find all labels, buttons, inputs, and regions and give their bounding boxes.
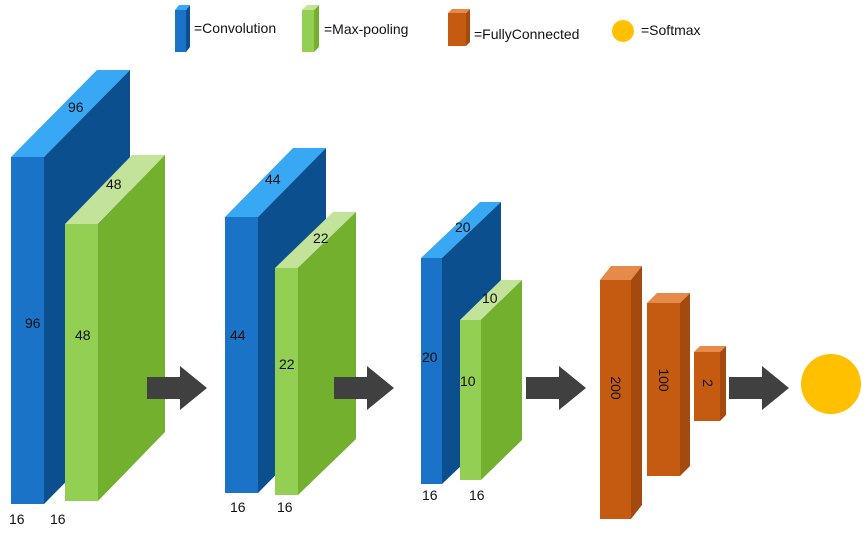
pool-block-1: 48 48 16 (50, 155, 165, 527)
legend-convolution-swatch (175, 5, 190, 52)
conv-block-2-front-label: 44 (230, 327, 246, 343)
legend-max-pooling-swatch (302, 5, 319, 52)
right-arrow-icon (526, 366, 586, 410)
pool-block-3: 10 10 16 (460, 280, 522, 503)
pool-block-1-depth-label: 16 (50, 511, 66, 527)
pool-block-1-top-label: 48 (106, 176, 122, 192)
pool-block-2-front-label: 22 (279, 356, 295, 372)
legend-max-pooling-label: =Max-pooling (324, 21, 408, 37)
softmax-node (801, 354, 861, 414)
pool-block-1-front-label: 48 (75, 327, 91, 343)
legend-softmax-swatch (612, 20, 634, 42)
conv-block-1-depth-label: 16 (9, 511, 25, 527)
legend-fully-connected-label: =FullyConnected (474, 26, 579, 42)
legend: =Convolution =Max-pooling =FullyConnecte… (175, 5, 701, 52)
conv-block-3-depth-label: 16 (422, 487, 438, 503)
pool-block-3-depth-label: 16 (469, 487, 485, 503)
right-arrow-icon (147, 366, 207, 410)
conv-block-3-front-label: 20 (422, 349, 438, 365)
conv-block-1-front-label: 96 (25, 315, 41, 331)
legend-softmax-label: =Softmax (641, 22, 701, 38)
pool-block-2-top-label: 22 (313, 230, 329, 246)
legend-convolution-label: =Convolution (194, 20, 276, 36)
fc-block-3: 2 (694, 346, 726, 421)
pool-block-2: 22 22 16 (275, 212, 356, 515)
right-arrow-icon (334, 366, 394, 410)
right-arrow-icon (729, 366, 789, 410)
conv-block-3-top-label: 20 (455, 219, 471, 235)
legend-fully-connected-swatch (448, 9, 470, 46)
fc-block-2-label: 100 (656, 368, 672, 392)
fc-block-3-label: 2 (700, 379, 716, 387)
fc-block-2: 100 (647, 293, 690, 476)
pool-block-2-depth-label: 16 (277, 499, 293, 515)
conv-block-2-depth-label: 16 (230, 499, 246, 515)
conv-block-2-top-label: 44 (265, 171, 281, 187)
fc-block-1: 200 (600, 266, 642, 519)
conv-block-1-top-label: 96 (68, 99, 84, 115)
pool-block-3-top-label: 10 (482, 290, 498, 306)
fc-block-1-label: 200 (608, 376, 624, 400)
pool-block-3-front-label: 10 (460, 373, 476, 389)
